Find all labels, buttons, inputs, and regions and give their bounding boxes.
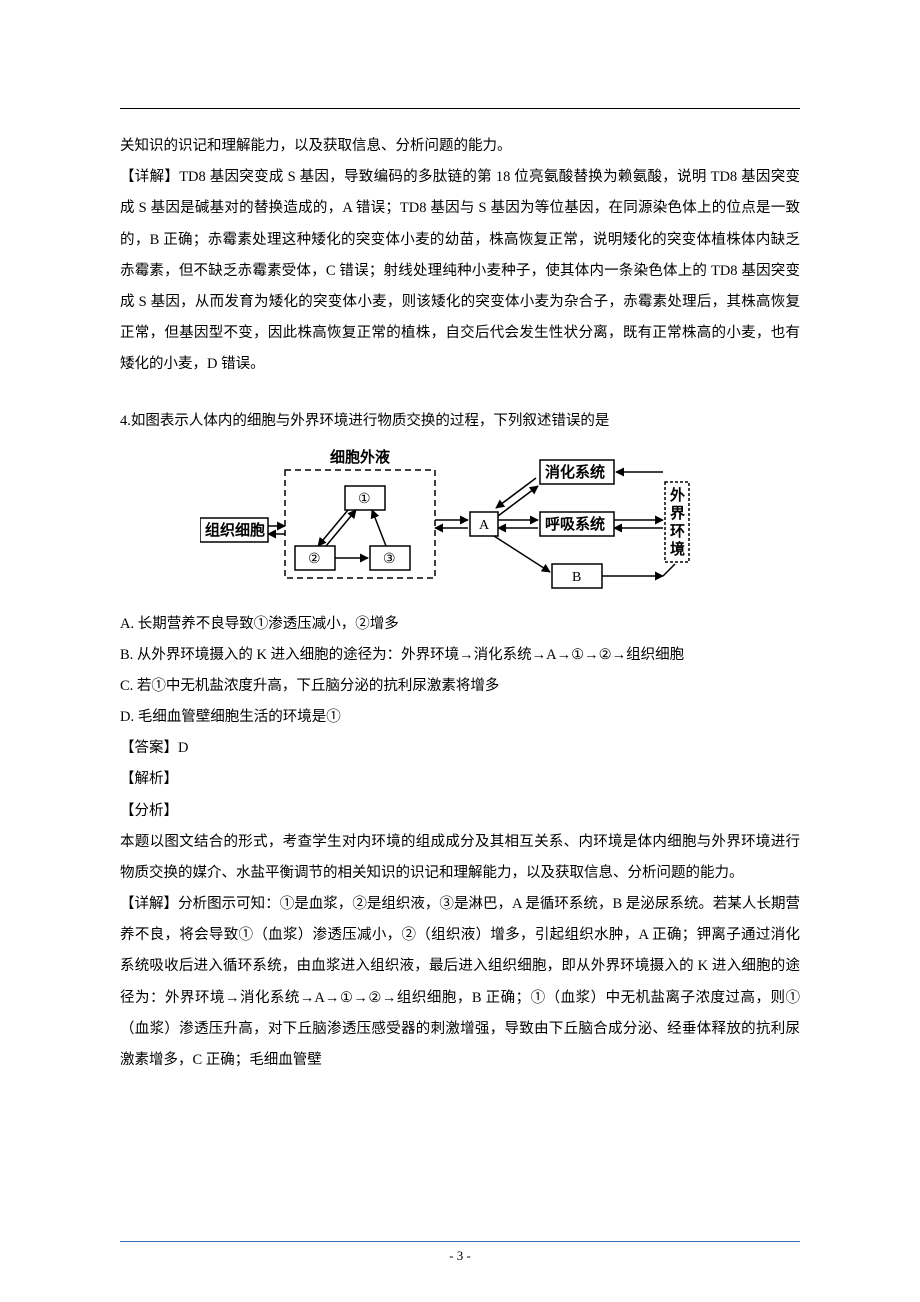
label-ecf: 细胞外液 bbox=[330, 448, 391, 466]
node-1-label: ① bbox=[358, 492, 371, 507]
option-a: A. 长期营养不良导致①渗透压减小，②增多 bbox=[120, 609, 800, 640]
option-c: C. 若①中无机盐浓度升高，下丘脑分泌的抗利尿激素将增多 bbox=[120, 671, 800, 702]
node-b-label: B bbox=[572, 570, 581, 585]
intro-para-2: 【详解】TD8 基因突变成 S 基因，导致编码的多肽链的第 18 位亮氨酸替换为… bbox=[120, 162, 800, 380]
analysis-header: 【解析】 bbox=[120, 764, 800, 795]
gap-1 bbox=[120, 380, 800, 406]
page-number: - 3 - bbox=[0, 1248, 920, 1264]
env-c3: 环 bbox=[670, 523, 685, 540]
diagram-wrap: 细胞外液 组织细胞 ① ② ③ bbox=[200, 446, 800, 601]
respiratory-label: 呼吸系统 bbox=[545, 515, 605, 533]
env-c4: 境 bbox=[670, 540, 685, 558]
arrow-1to2 bbox=[318, 510, 348, 546]
node-2-label: ② bbox=[308, 552, 321, 567]
env-c2: 界 bbox=[670, 505, 685, 522]
answer-line: 【答案】D bbox=[120, 733, 800, 764]
option-d: D. 毛细血管壁细胞生活的环境是① bbox=[120, 702, 800, 733]
arrow-dig-to-a bbox=[496, 478, 536, 508]
node-3-label: ③ bbox=[383, 552, 396, 567]
tissue-cell-label: 组织细胞 bbox=[205, 521, 265, 539]
analysis-sub: 【分析】 bbox=[120, 796, 800, 827]
digestive-label: 消化系统 bbox=[545, 463, 605, 481]
intro-para-1: 关知识的识记和理解能力，以及获取信息、分析问题的能力。 bbox=[120, 131, 800, 162]
option-b: B. 从外界环境摄入的 K 进入细胞的途径为：外界环境→消化系统→A→①→②→组… bbox=[120, 640, 800, 671]
top-divider bbox=[120, 108, 800, 109]
analysis-body: 本题以图文结合的形式，考查学生对内环境的组成成分及其相互关系、内环境是体内细胞与… bbox=[120, 827, 800, 889]
detail-body: 【详解】分析图示可知：①是血浆，②是组织液，③是淋巴，A 是循环系统，B 是泌尿… bbox=[120, 889, 800, 1076]
arrow-a-to-dig bbox=[498, 486, 538, 516]
footer-divider bbox=[120, 1241, 800, 1242]
arrow-3to1 bbox=[372, 510, 386, 546]
node-a-label: A bbox=[479, 518, 490, 533]
arrow-2to1 bbox=[326, 510, 356, 546]
arrow-a-to-b bbox=[494, 536, 550, 572]
question-stem: 4.如图表示人体内的细胞与外界环境进行物质交换的过程，下列叙述错误的是 bbox=[120, 406, 800, 437]
arrow-b-env-elbow bbox=[663, 564, 675, 576]
diagram-svg: 细胞外液 组织细胞 ① ② ③ bbox=[200, 446, 708, 601]
env-c1: 外 bbox=[669, 486, 685, 504]
page-content: 关知识的识记和理解能力，以及获取信息、分析问题的能力。 【详解】TD8 基因突变… bbox=[0, 0, 920, 1136]
